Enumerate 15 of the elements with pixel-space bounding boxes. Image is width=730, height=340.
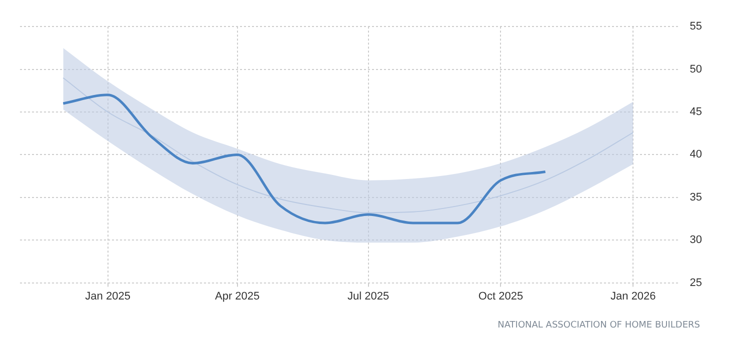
y-tick-label: 35 — [690, 191, 702, 204]
y-tick-label: 50 — [690, 63, 702, 76]
x-tick-label: Jan 2025 — [85, 290, 130, 302]
x-tick-label: Jan 2026 — [610, 290, 656, 302]
y-tick-label: 30 — [690, 234, 702, 246]
line-series — [62, 77, 634, 214]
text: NATIONAL ASSOCIATION OF HOME BUILDERS — [498, 320, 700, 330]
x-tick-label: Oct 2025 — [478, 290, 524, 302]
y-tick-label: 55 — [690, 20, 702, 33]
y-tick-label: 45 — [690, 106, 702, 118]
x-tick-label: Apr 2025 — [215, 290, 260, 302]
x-tick-label: Jul 2025 — [348, 290, 390, 302]
y-tick-label: 40 — [690, 148, 702, 161]
y-tick-label: 25 — [690, 276, 702, 289]
line-series — [62, 94, 547, 224]
